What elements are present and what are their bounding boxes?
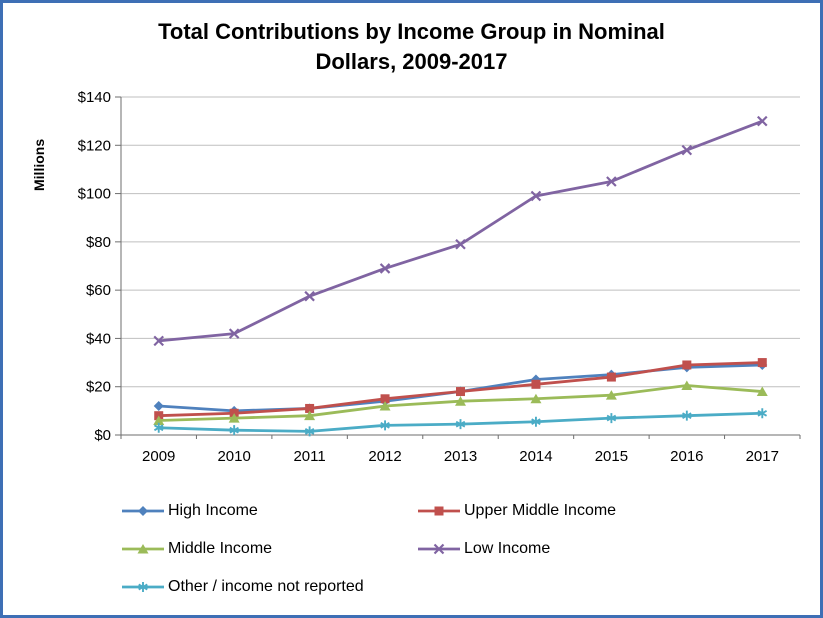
chart-title-line1: Total Contributions by Income Group in N… <box>158 19 665 44</box>
x-tick-label: 2013 <box>444 448 477 465</box>
legend-item-upper-middle-income: Upper Middle Income <box>417 499 616 523</box>
series-low-income <box>153 115 768 347</box>
legend-item-middle-income: Middle Income <box>121 537 417 561</box>
legend-label: Middle Income <box>168 540 273 557</box>
legend-label: Other / income not reported <box>168 578 364 595</box>
x-tick-label: 2014 <box>519 448 552 465</box>
y-tick-label: $120 <box>78 137 111 154</box>
legend-label: High Income <box>168 502 258 519</box>
y-tick-label: $20 <box>86 379 111 396</box>
y-tick-label: $0 <box>94 427 111 444</box>
legend-item-low-income: Low Income <box>417 537 616 561</box>
y-tick-label: $80 <box>86 234 111 251</box>
y-tick-label: $140 <box>78 89 111 106</box>
legend-asterisk-marker-icon <box>122 582 164 592</box>
legend-diamond-marker-icon <box>122 506 164 516</box>
chart-title-line2: Dollars, 2009-2017 <box>315 48 508 74</box>
y-tick-label: $100 <box>78 186 111 203</box>
x-tick-label: 2016 <box>670 448 703 465</box>
x-tick-label: 2012 <box>368 448 401 465</box>
plot-area: $0 $20 $40 $60 $80 $100 $120 $140 2009 2010 2011 20… <box>78 89 801 465</box>
y-tick-label: $40 <box>86 330 111 347</box>
series-middle-income <box>153 380 768 426</box>
x-tick-label: 2015 <box>595 448 628 465</box>
chart-title: Total Contributions by Income Group in N… <box>3 17 820 76</box>
x-tick-label: 2011 <box>293 448 325 465</box>
legend-triangle-marker-icon <box>122 544 164 554</box>
x-tick-label: 2017 <box>746 448 779 465</box>
x-tick-label: 2010 <box>217 448 250 465</box>
y-tick-label: $60 <box>86 282 111 299</box>
legend-item-high-income: High Income <box>121 499 417 523</box>
legend-label: Upper Middle Income <box>464 502 617 519</box>
series-other-income-not-reported <box>153 408 768 437</box>
legend-item-other-income-not-reported: Other / income not reported <box>121 575 417 599</box>
legend-square-marker-icon <box>418 506 460 516</box>
legend: High Income Upper Middle Income Middle Inc… <box>121 499 616 599</box>
legend-x-marker-icon <box>418 543 460 555</box>
x-tick-label: 2009 <box>142 448 175 465</box>
legend-label: Low Income <box>464 540 551 557</box>
